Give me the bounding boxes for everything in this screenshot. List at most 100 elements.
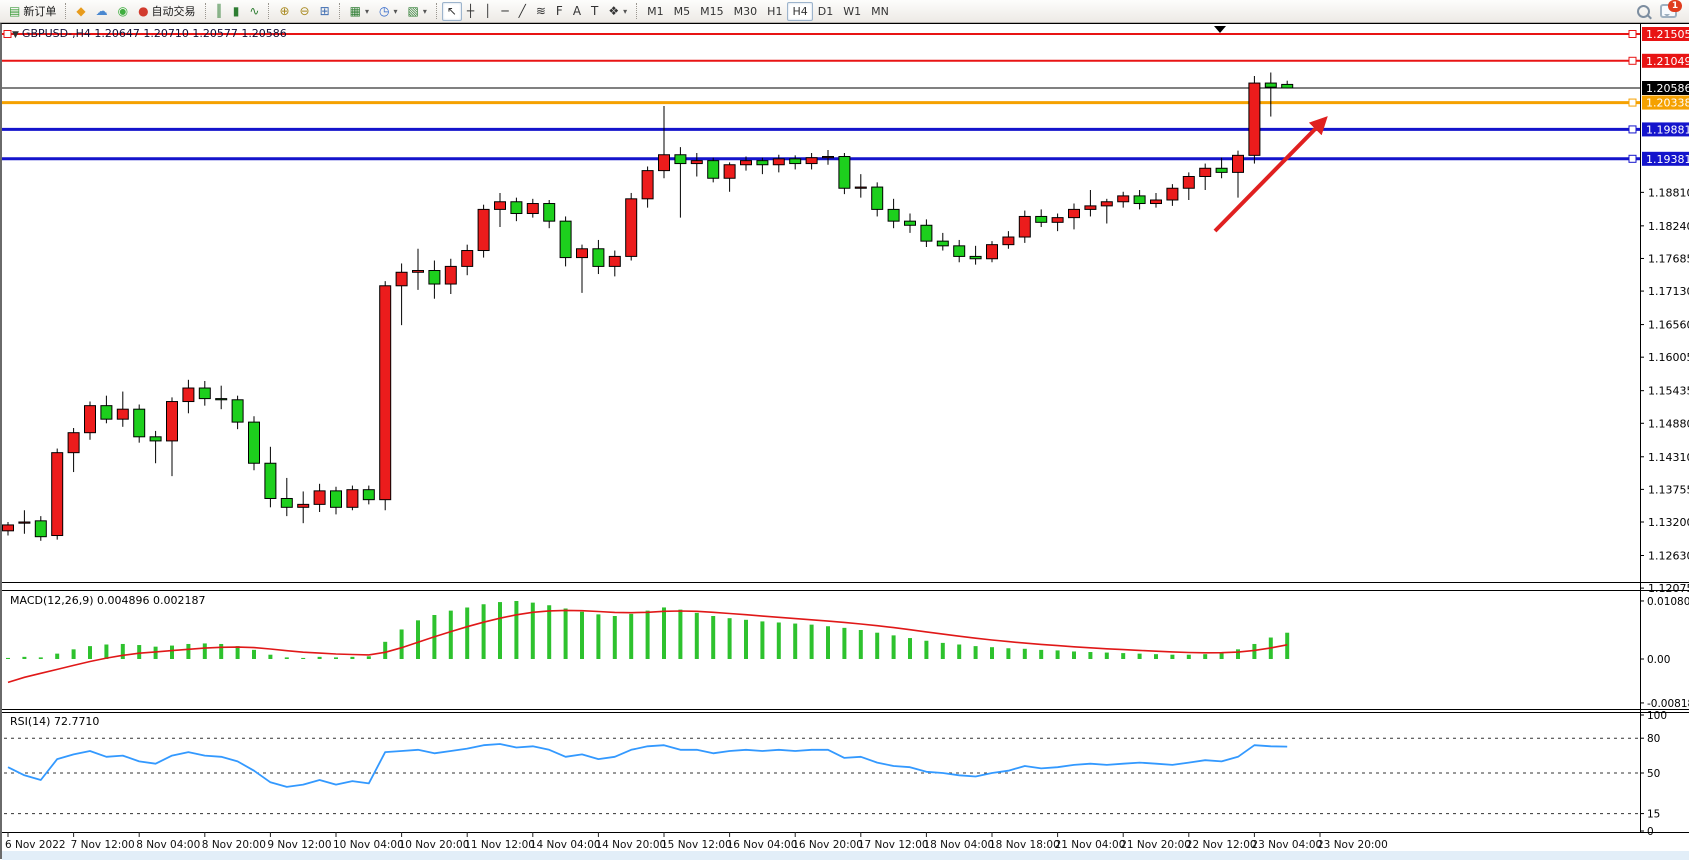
candle-down xyxy=(1264,82,1277,88)
crosshair-button[interactable]: ┼ xyxy=(462,2,479,21)
timeframe-d1[interactable]: D1 xyxy=(813,2,838,21)
timeframe-m15-label: M15 xyxy=(700,4,724,18)
svg-text:1.14880: 1.14880 xyxy=(1648,417,1689,430)
svg-text:80: 80 xyxy=(1647,733,1660,745)
chart-canvas[interactable]: 1.18810 1.18240 1.17685 1.17130 1.16560 1.160… xyxy=(2,24,1689,860)
trend-arrow[interactable] xyxy=(1213,116,1328,233)
timeframe-mn[interactable]: MN xyxy=(866,2,894,21)
new-chart-button[interactable]: ▦ ▾ xyxy=(345,2,374,21)
chart-profiles-icon: ◷ xyxy=(379,4,390,18)
tile-windows-button[interactable]: ⊞ xyxy=(315,2,335,21)
candle-up xyxy=(986,244,998,260)
timeframe-m30[interactable]: M30 xyxy=(729,2,763,21)
chart-title-marker: ▼ xyxy=(12,30,19,40)
chat-icon[interactable]: 1 xyxy=(1660,0,1682,18)
new-order-button[interactable]: ▤ 新订单 xyxy=(4,2,61,21)
candle-up xyxy=(494,201,506,210)
bar-chart-button[interactable]: ║ xyxy=(211,2,228,21)
text-button[interactable]: A xyxy=(568,2,586,21)
timeframe-d1-label: D1 xyxy=(817,4,834,18)
search-icon[interactable] xyxy=(1637,4,1650,18)
price-flag xyxy=(1642,95,1689,110)
candle-down xyxy=(871,186,884,210)
candle-down xyxy=(592,248,605,267)
svg-text:1.13755: 1.13755 xyxy=(1648,483,1689,496)
timeframe-m5-label: M5 xyxy=(673,4,691,18)
line-handle[interactable] xyxy=(1628,30,1637,38)
timeframe-w1[interactable]: W1 xyxy=(838,2,866,21)
cursor-button[interactable]: ↖ xyxy=(441,1,462,21)
signals-button[interactable]: ◉ xyxy=(113,2,133,21)
svg-text:23 Nov 04:00: 23 Nov 04:00 xyxy=(1251,839,1322,851)
timeframe-m15[interactable]: M15 xyxy=(695,2,729,21)
trendline-button[interactable]: ╱ xyxy=(514,2,531,21)
arrows-button[interactable]: ❖ ▾ xyxy=(603,2,632,21)
horizontal-line-button[interactable]: ─ xyxy=(496,2,513,21)
vertical-line-button[interactable]: │ xyxy=(479,2,496,21)
candle-up xyxy=(166,401,178,442)
cursor-icon: ↖ xyxy=(446,4,457,18)
toolbar-separator xyxy=(268,3,270,19)
chevron-down-icon[interactable]: ▾ xyxy=(422,6,427,16)
trendline-icon: ╱ xyxy=(518,4,526,18)
new-chart-icon: ▦ xyxy=(349,4,361,18)
price-flag xyxy=(1642,53,1689,68)
svg-text:1.18240: 1.18240 xyxy=(1648,220,1689,233)
chevron-down-icon[interactable]: ▾ xyxy=(393,6,398,16)
chevron-down-icon[interactable]: ▾ xyxy=(623,6,628,16)
community-button[interactable]: ☁ xyxy=(91,2,113,21)
line-handle[interactable] xyxy=(1628,125,1637,134)
timeframe-h4[interactable]: H4 xyxy=(787,1,813,21)
svg-text:1.12630: 1.12630 xyxy=(1648,549,1689,562)
timeframe-m1[interactable]: M1 xyxy=(642,2,669,21)
candlestick-chart-button[interactable]: ▮ xyxy=(228,2,245,21)
candle-up xyxy=(690,160,703,165)
autotrading-button[interactable]: ● 自动交易 xyxy=(133,2,200,21)
svg-text:1.15435: 1.15435 xyxy=(1648,385,1689,398)
equidistant-channel-button[interactable]: ≋ xyxy=(531,2,551,21)
fibonacci-button[interactable]: F xyxy=(551,2,568,21)
fibonacci-icon: F xyxy=(555,4,563,18)
horizontal-lines[interactable]: 1.21505 1.21049 1.20338 1.19881 1.19381 xyxy=(2,27,1689,166)
candle-down xyxy=(674,154,687,165)
svg-text:6 Nov 2022: 6 Nov 2022 xyxy=(5,839,66,851)
candle-down xyxy=(543,203,556,222)
svg-text:1.17685: 1.17685 xyxy=(1648,252,1689,265)
text-label-button[interactable]: T xyxy=(586,2,603,21)
zoom-out-button[interactable]: ⊖ xyxy=(295,2,315,21)
price-axis-ticks: 1.18810 1.18240 1.17685 1.17130 1.16560 1.160… xyxy=(1640,186,1689,595)
candle-down xyxy=(936,240,949,247)
candle-down xyxy=(362,489,375,501)
chart-title-text: GBPUSD-,H4 1.20647 1.20710 1.20577 1.205… xyxy=(21,27,287,40)
candle-up xyxy=(641,170,654,200)
horizontal-line-icon: ─ xyxy=(501,4,509,18)
text-label-icon: T xyxy=(591,4,599,18)
candle-down xyxy=(34,520,47,538)
line-handle[interactable] xyxy=(1628,56,1637,65)
favorites-button[interactable]: ◆ xyxy=(71,2,90,21)
line-handle[interactable] xyxy=(3,30,12,38)
svg-text:0.010808: 0.010808 xyxy=(1647,596,1689,608)
chevron-down-icon[interactable]: ▾ xyxy=(364,6,369,16)
candlestick-chart-icon: ▮ xyxy=(232,4,240,18)
candle-down xyxy=(1035,215,1048,223)
candle-down xyxy=(248,421,260,464)
zoom-in-button[interactable]: ⊕ xyxy=(274,2,294,21)
candle-up xyxy=(1068,208,1080,219)
timeframe-m5[interactable]: M5 xyxy=(669,2,696,21)
toolbar-buttons: ▤ 新订单 ◆ ☁ ◉ ● 自动交易 ║ ▮ ∿ ⊕ ⊖ ⊞ ▦ ▾ ◷ ▾ ▧ ▾ ↖ ┼ │ ─ ╱ ≋ F A T ❖ ▾ M1 M5 M… xyxy=(4,0,1637,22)
line-chart-button[interactable]: ∿ xyxy=(244,2,264,21)
candle-up xyxy=(1117,195,1130,203)
candle-up xyxy=(346,489,359,508)
line-handle[interactable] xyxy=(1628,154,1637,163)
timeframe-h1[interactable]: H1 xyxy=(762,2,787,21)
svg-text:0.00: 0.00 xyxy=(1647,654,1670,666)
chart-profiles-button[interactable]: ◷ ▾ xyxy=(374,2,403,21)
line-handle[interactable] xyxy=(1628,98,1637,107)
autotrading-button-label: 自动交易 xyxy=(151,5,196,18)
svg-text:7 Nov 12:00: 7 Nov 12:00 xyxy=(71,839,135,851)
svg-text:10 Nov 04:00: 10 Nov 04:00 xyxy=(333,839,404,851)
indicators-button[interactable]: ▧ ▾ xyxy=(403,2,432,21)
svg-text:18 Nov 04:00: 18 Nov 04:00 xyxy=(923,839,994,851)
candle-up xyxy=(51,452,64,537)
